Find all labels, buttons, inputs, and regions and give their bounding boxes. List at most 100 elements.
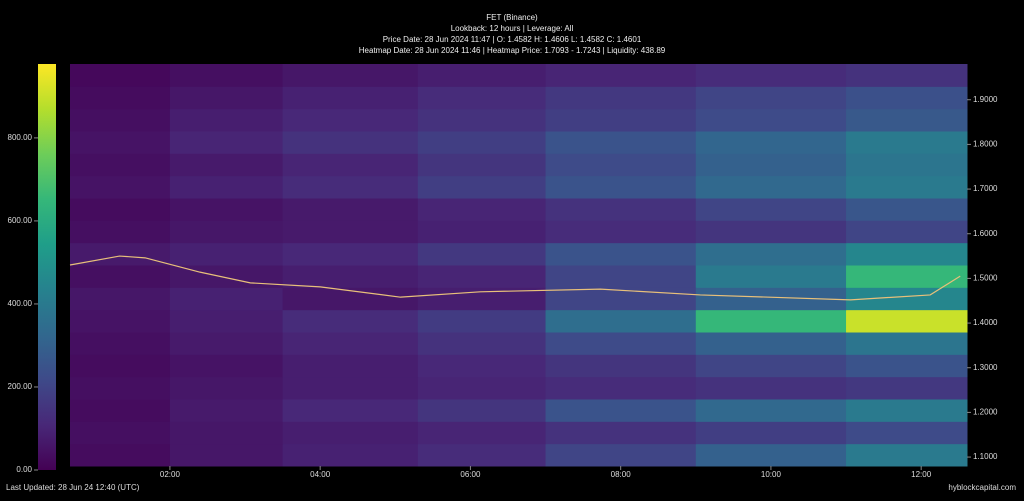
heatmap-cell: [282, 354, 419, 378]
heatmap-cell: [417, 421, 547, 445]
colorbar-tick-label: 0.00: [16, 465, 32, 474]
heatmap-cell: [282, 265, 419, 288]
heatmap-cell: [695, 220, 847, 244]
heatmap-cell: [417, 64, 547, 87]
heatmap-cell: [70, 153, 171, 177]
heatmap-cell: [695, 153, 847, 177]
heatmap-cell: [695, 64, 847, 87]
heatmap-cell: [545, 265, 697, 288]
heatmap-cell: [169, 421, 284, 445]
x-tick-label: 12:00: [911, 470, 932, 479]
heatmap-cell: [545, 443, 697, 467]
heatmap-cell: [545, 309, 697, 333]
heatmap-cell: [169, 175, 284, 199]
heatmap-cell: [70, 242, 171, 266]
heatmap-cell: [70, 64, 171, 87]
y-tick-label: 1.3000: [973, 363, 998, 372]
heatmap-cell: [695, 175, 847, 199]
heatmap-cell: [545, 108, 697, 132]
heatmap-cell: [169, 376, 284, 400]
heatmap-cell: [695, 287, 847, 311]
heatmap-cell: [846, 64, 968, 87]
heatmap-cell: [282, 332, 419, 355]
heatmap-cell: [169, 131, 284, 154]
heatmap-info: Heatmap Date: 28 Jun 2024 11:46 | Heatma…: [359, 46, 666, 55]
colorbar-tick-label: 600.00: [8, 216, 33, 225]
heatmap-cell: [70, 108, 171, 132]
heatmap-cell: [282, 376, 419, 400]
heatmap-cell: [417, 309, 547, 333]
heatmap-cell: [169, 309, 284, 333]
heatmap-cell: [846, 399, 968, 422]
heatmap-cell: [282, 64, 419, 87]
heatmap-cell: [282, 309, 419, 333]
heatmap-cell: [846, 287, 968, 311]
heatmap-cell: [545, 198, 697, 221]
heatmap-cell: [70, 399, 171, 422]
price-info: Price Date: 28 Jun 2024 11:47 | O: 1.458…: [383, 35, 642, 44]
heatmap-cell: [70, 265, 171, 288]
heatmap-cell: [417, 354, 547, 378]
heatmap-cell: [695, 108, 847, 132]
heatmap-cell: [169, 153, 284, 177]
heatmap-cell: [169, 242, 284, 266]
heatmap-cell: [545, 86, 697, 110]
heatmap-cell: [70, 86, 171, 110]
heatmap-cell: [70, 332, 171, 355]
heatmap-cell: [282, 287, 419, 311]
heatmap-cell: [417, 399, 547, 422]
heatmap-cell: [417, 108, 547, 132]
y-tick-label: 1.1000: [973, 452, 998, 461]
heatmap-cell: [169, 443, 284, 467]
chart-title: FET (Binance): [486, 13, 538, 22]
heatmap-cell: [169, 332, 284, 355]
heatmap-cell: [695, 399, 847, 422]
heatmap-cell: [846, 309, 968, 333]
colorbar-tick-label: 400.00: [8, 299, 33, 308]
x-tick-label: 04:00: [310, 470, 331, 479]
heatmap-cell: [282, 242, 419, 266]
heatmap-cell: [846, 376, 968, 400]
heatmap-cell: [169, 64, 284, 87]
y-tick-label: 1.2000: [973, 408, 998, 417]
chart-subtitle: Lookback: 12 hours | Leverage: All: [451, 24, 574, 33]
heatmap-cell: [169, 220, 284, 244]
heatmap-cell: [545, 131, 697, 154]
heatmap-cell: [545, 175, 697, 199]
heatmap-cell: [545, 354, 697, 378]
heatmap-cell: [695, 443, 847, 467]
footer-updated: Last Updated: 28 Jun 24 12:40 (UTC): [6, 483, 140, 492]
heatmap-cell: [695, 86, 847, 110]
heatmap-cell: [417, 220, 547, 244]
heatmap-cell: [545, 332, 697, 355]
y-tick-label: 1.6000: [973, 229, 998, 238]
price-line: [69, 255, 961, 301]
heatmap-cell: [846, 131, 968, 154]
heatmap-cell: [417, 198, 547, 221]
heatmap-cell: [169, 265, 284, 288]
heatmap-cell: [282, 198, 419, 221]
heatmap-cell: [70, 354, 171, 378]
heatmap-cell: [846, 220, 968, 244]
heatmap-cell: [695, 131, 847, 154]
heatmap-cell: [169, 108, 284, 132]
heatmap-cell: [282, 86, 419, 110]
colorbar-tick-label: 200.00: [8, 382, 33, 391]
heatmap-cell: [282, 108, 419, 132]
heatmap-cell: [417, 287, 547, 311]
heatmap-cell: [545, 220, 697, 244]
colorbar-tick-label: 800.00: [8, 133, 33, 142]
heatmap-cell: [695, 376, 847, 400]
heatmap-cell: [417, 86, 547, 110]
heatmap-cell: [282, 421, 419, 445]
footer-source: hyblockcapital.com: [948, 483, 1016, 492]
heatmap-cell: [545, 421, 697, 445]
heatmap-cell: [70, 198, 171, 221]
heatmap-cell: [70, 443, 171, 467]
heatmap-cell: [70, 175, 171, 199]
heatmap-cell: [417, 175, 547, 199]
heatmap-cell: [417, 332, 547, 355]
heatmap-cell: [70, 309, 171, 333]
heatmap-cell: [695, 332, 847, 355]
